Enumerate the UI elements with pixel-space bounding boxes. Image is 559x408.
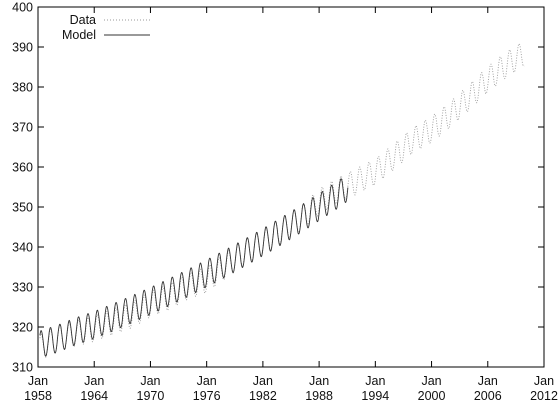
x-tick-label-year: 1970 bbox=[137, 389, 165, 403]
x-tick-label-year: 1964 bbox=[80, 389, 108, 403]
x-tick-label-month: Jan bbox=[84, 374, 104, 388]
y-tick-label: 370 bbox=[12, 121, 33, 135]
axis-ticks: 310320330340350360370380390400Jan1958Jan… bbox=[12, 1, 558, 404]
series-line-model bbox=[39, 178, 349, 357]
y-tick-label: 340 bbox=[12, 241, 33, 255]
y-tick-label: 380 bbox=[12, 81, 33, 95]
legend-label-data: Data bbox=[70, 13, 96, 27]
x-tick-label-year: 2006 bbox=[474, 389, 502, 403]
x-tick-label-month: Jan bbox=[365, 374, 385, 388]
plot-frame bbox=[37, 6, 545, 368]
x-tick-label-year: 2012 bbox=[530, 389, 558, 403]
y-tick-label: 390 bbox=[12, 41, 33, 55]
x-tick-label-month: Jan bbox=[28, 374, 48, 388]
x-tick-label-year: 1982 bbox=[249, 389, 277, 403]
x-tick-label-year: 1994 bbox=[361, 389, 389, 403]
x-tick-label-year: 1988 bbox=[305, 389, 333, 403]
series-line-data bbox=[39, 43, 525, 358]
x-tick-label-month: Jan bbox=[197, 374, 217, 388]
y-tick-label: 330 bbox=[12, 281, 33, 295]
x-tick-label-month: Jan bbox=[309, 374, 329, 388]
y-tick-label: 360 bbox=[12, 161, 33, 175]
x-tick-label-year: 1958 bbox=[24, 389, 52, 403]
y-tick-label: 320 bbox=[12, 321, 33, 335]
y-tick-label: 400 bbox=[12, 1, 33, 15]
series-layer bbox=[39, 43, 525, 358]
x-tick-label-month: Jan bbox=[253, 374, 273, 388]
x-tick-label-month: Jan bbox=[534, 374, 554, 388]
legend: Data Model bbox=[62, 13, 150, 42]
x-tick-label-year: 2000 bbox=[418, 389, 446, 403]
x-tick-label-month: Jan bbox=[140, 374, 160, 388]
x-tick-label-month: Jan bbox=[478, 374, 498, 388]
x-tick-label-year: 1976 bbox=[193, 389, 221, 403]
y-tick-label: 350 bbox=[12, 201, 33, 215]
y-tick-label: 310 bbox=[12, 361, 33, 375]
x-tick-label-month: Jan bbox=[421, 374, 441, 388]
legend-label-model: Model bbox=[62, 28, 96, 42]
